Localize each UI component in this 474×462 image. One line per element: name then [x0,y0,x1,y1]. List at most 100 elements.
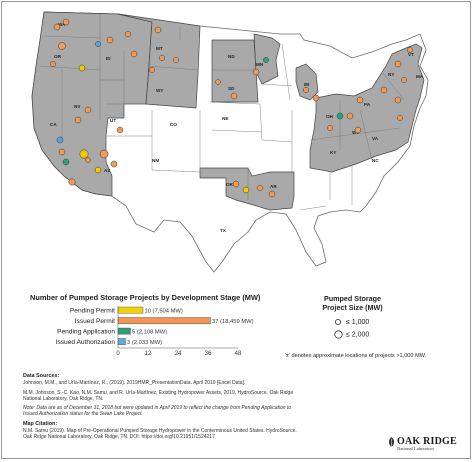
state-label: OK [226,182,234,187]
leaf-icon [388,437,395,447]
project-marker [380,86,388,94]
bar-chart: Pending Permit 10 (7,504 MW) Issued Permit… [56,306,254,357]
chart-title: Number of Pumped Storage Projects by Dev… [30,293,261,302]
bar-category-label: Pending Permit [70,308,115,315]
state-label: MN [256,62,264,67]
bar-value-label: 5 (2,108 MW) [132,329,167,335]
project-marker [110,160,118,168]
project-marker [252,68,260,76]
citation-line: N.M. Samu (2019). Map of Pre-Operational… [23,428,297,434]
project-marker [263,57,269,63]
project-marker [257,185,263,191]
project-marker [336,112,344,120]
project-marker [130,50,138,58]
state-label: NY [388,72,394,77]
state-label: CO [170,122,177,127]
state-label: AZ [104,168,110,173]
project-marker [159,55,165,61]
project-marker [78,64,86,72]
project-marker [149,67,155,73]
project-marker [53,23,61,31]
source-line: National Laboratory, Oak Ridge, TN. [23,396,104,402]
legend-title-line2: Project Size (MW) [322,303,383,312]
legend-title: Pumped Storage Project Size (MW) [305,294,400,312]
x-tick-label: 24 [175,351,182,357]
state-label: WA [58,22,66,27]
legend-title-line1: Pumped Storage [323,294,382,303]
north-plains-region [211,39,259,103]
bar-category-label: Issued Permit [75,318,115,325]
state-borders [39,14,405,211]
project-marker [303,87,309,93]
project-marker [268,190,276,198]
project-marker [62,158,70,166]
bar [117,327,131,335]
state-label: WY [156,88,163,93]
state-label: AR [270,184,277,189]
project-marker [354,126,362,134]
project-marker [154,26,162,34]
state-label: VT [408,52,414,57]
project-marker [106,36,114,44]
source-note: Note: Data are as of December 31, 2018 b… [23,405,292,411]
state-label: TX [220,228,227,233]
project-marker [68,178,76,186]
state-label: MI [304,82,309,87]
project-marker [230,92,238,100]
large-circle-icon [334,330,343,339]
bar-value-label: 3 (2,033 MW) [127,340,162,346]
legend-small-label: ≤ 1,000 [345,318,370,326]
oak-ridge-logo: OAK RIDGE National Laboratory [397,436,457,451]
project-marker [58,42,66,50]
x-tick-label: 12 [145,351,152,357]
project-marker [56,136,64,144]
citation-heading: Map Citation: [23,421,58,427]
bar [117,338,126,345]
bar-value-label: 10 (7,504 MW) [145,308,183,314]
legend-note: '±' denotes approximate locations of pro… [284,353,427,359]
state-label: MT [156,46,163,51]
project-marker [99,149,109,159]
project-marker [215,79,221,85]
state-label: UT [110,118,116,123]
state-label: VA [372,136,379,141]
sources-heading: Data Sources: [23,373,60,379]
project-marker [232,180,240,188]
state-label: PA [364,102,371,107]
bar-category-label: Pending Application [57,329,115,336]
project-marker [394,60,402,68]
state-label: SD [228,86,235,91]
us-map: WA OR CA NV ID MT WY UT AZ CO NM ND SD N… [31,11,429,273]
state-label: CA [50,122,57,127]
project-marker [116,126,124,134]
project-marker [84,106,92,114]
state-label: NC [372,158,379,163]
logo-main-text: OAK RIDGE [397,436,457,447]
state-label: NV [74,104,81,109]
x-tick-label: 48 [235,351,242,357]
project-marker [346,112,354,120]
citation-line: Oak Ridge National Laboratory, Oak Ridge… [23,434,215,440]
source-line: Johnson, M.M., and Uría-Martínez, R., (2… [23,380,246,386]
bar [117,317,211,324]
project-marker [394,96,402,104]
state-label: OR [54,54,62,59]
project-marker [62,18,70,26]
logo-sub-text: National Laboratory [397,446,435,451]
project-marker [397,115,403,121]
project-marker [124,30,132,38]
project-marker [356,96,364,104]
project-marker [401,77,407,83]
legend-large: ≤ 2,000 [334,330,369,339]
state-label: NE [222,116,228,121]
state-label: ND [228,54,235,59]
legend-large-label: ≤ 2,000 [345,331,370,339]
project-marker [95,41,101,47]
project-marker [94,166,102,174]
project-marker [79,149,89,159]
state-label: MA [416,74,424,79]
bar [117,306,144,314]
source-line: M.M. Johnson, S.-C. Kao, N.M. Samu, and … [23,390,294,396]
project-marker [327,125,333,131]
